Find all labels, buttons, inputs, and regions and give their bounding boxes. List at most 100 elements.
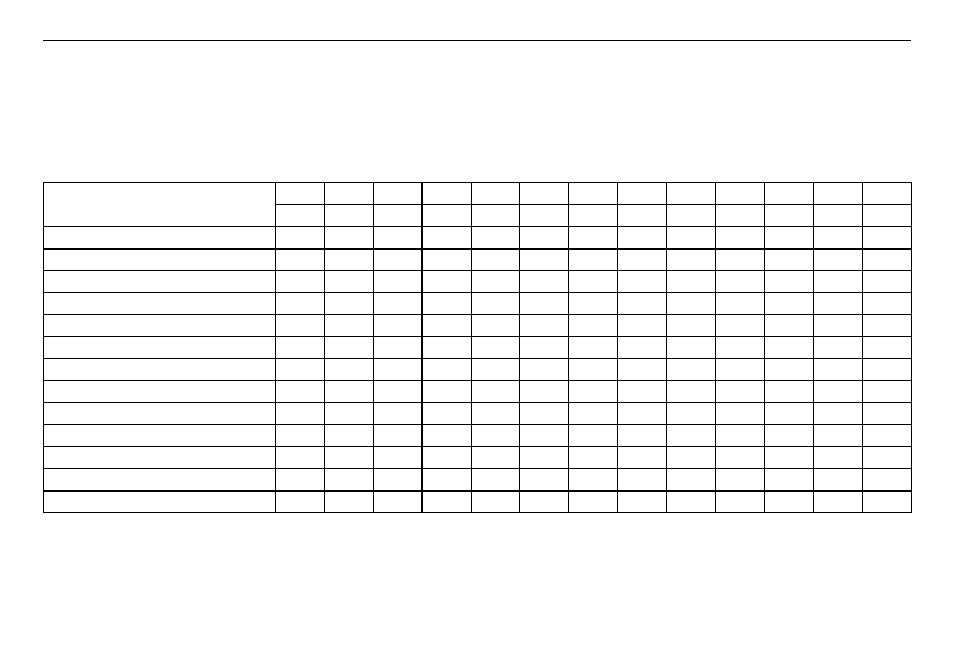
cell [813, 469, 862, 491]
cell [618, 425, 667, 447]
cell [618, 469, 667, 491]
cell [324, 315, 373, 337]
row-label [44, 403, 276, 425]
data-table [43, 182, 912, 513]
cell [471, 337, 520, 359]
cell [716, 271, 765, 293]
cell [471, 271, 520, 293]
cell [520, 183, 569, 205]
row-label [44, 337, 276, 359]
table-row [44, 183, 912, 205]
cell [324, 293, 373, 315]
cell [618, 447, 667, 469]
cell [569, 315, 618, 337]
cell [520, 491, 569, 513]
cell [716, 447, 765, 469]
cell [471, 381, 520, 403]
cell [276, 447, 325, 469]
row-label [44, 315, 276, 337]
cell [667, 469, 716, 491]
cell [667, 227, 716, 249]
table-row [44, 271, 912, 293]
cell [813, 381, 862, 403]
cell [716, 183, 765, 205]
cell [716, 315, 765, 337]
cell [520, 205, 569, 227]
cell [422, 491, 471, 513]
cell [862, 337, 911, 359]
cell [276, 293, 325, 315]
cell [324, 491, 373, 513]
cell [471, 491, 520, 513]
cell [764, 403, 813, 425]
cell [276, 227, 325, 249]
cell [813, 447, 862, 469]
cell [618, 491, 667, 513]
cell [373, 337, 422, 359]
cell [324, 359, 373, 381]
cell [373, 183, 422, 205]
cell [764, 425, 813, 447]
cell [667, 381, 716, 403]
cell [618, 359, 667, 381]
cell [716, 337, 765, 359]
cell [569, 491, 618, 513]
cell [862, 447, 911, 469]
cell [764, 381, 813, 403]
cell [764, 205, 813, 227]
cell [373, 425, 422, 447]
cell [422, 227, 471, 249]
cell [471, 359, 520, 381]
cell [716, 249, 765, 271]
cell [471, 447, 520, 469]
page [0, 0, 954, 651]
cell [373, 293, 422, 315]
cell [422, 271, 471, 293]
cell [862, 469, 911, 491]
cell [373, 249, 422, 271]
cell [618, 403, 667, 425]
cell [276, 249, 325, 271]
cell [618, 293, 667, 315]
row-label [44, 249, 276, 271]
cell [569, 359, 618, 381]
table-row [44, 403, 912, 425]
cell [813, 491, 862, 513]
cell [324, 271, 373, 293]
cell [276, 183, 325, 205]
cell [569, 425, 618, 447]
cell [813, 425, 862, 447]
cell [813, 403, 862, 425]
cell [373, 491, 422, 513]
cell [324, 447, 373, 469]
cell [618, 205, 667, 227]
table-row [44, 491, 912, 513]
cell [422, 469, 471, 491]
row-label [44, 293, 276, 315]
cell [471, 205, 520, 227]
cell [667, 183, 716, 205]
cell [716, 381, 765, 403]
cell [862, 425, 911, 447]
cell [667, 359, 716, 381]
cell [471, 425, 520, 447]
table-row [44, 381, 912, 403]
table-row [44, 447, 912, 469]
cell [471, 469, 520, 491]
cell [422, 425, 471, 447]
cell [569, 447, 618, 469]
cell [862, 293, 911, 315]
cell [813, 293, 862, 315]
cell [716, 227, 765, 249]
cell [667, 249, 716, 271]
cell [618, 227, 667, 249]
cell [667, 293, 716, 315]
cell [520, 271, 569, 293]
cell [862, 359, 911, 381]
table-row [44, 425, 912, 447]
cell [276, 403, 325, 425]
cell [569, 205, 618, 227]
cell [422, 205, 471, 227]
cell [276, 337, 325, 359]
cell [569, 227, 618, 249]
